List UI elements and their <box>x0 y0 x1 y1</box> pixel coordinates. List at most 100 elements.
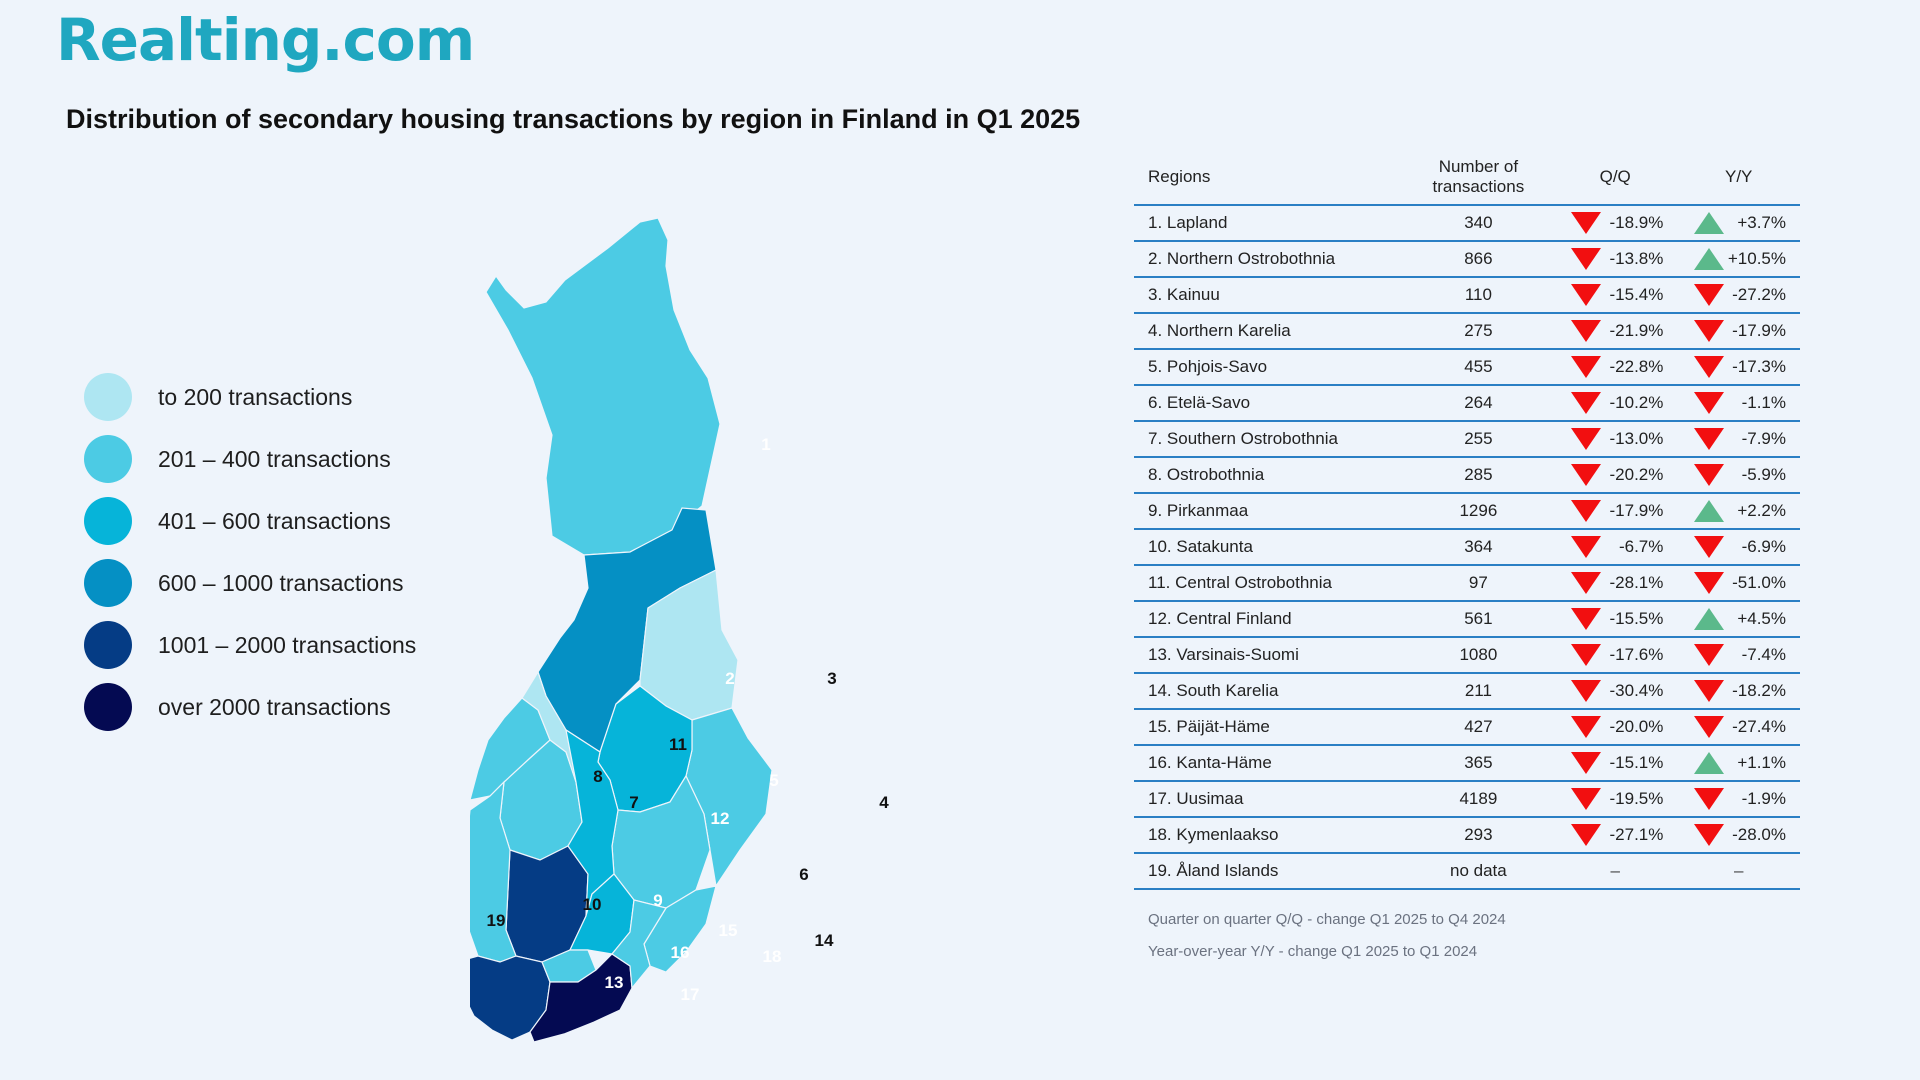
map-label-14: 14 <box>815 931 834 950</box>
qq-value: -17.6% <box>1609 645 1664 664</box>
yy-value: +4.5% <box>1737 609 1786 628</box>
table-row: 9. Pirkanmaa 1296 -17.9% +2.2% <box>1134 493 1800 530</box>
yy-cell: -1.1% <box>1677 385 1800 422</box>
yy-cell: -28.0% <box>1677 817 1800 854</box>
legend-label: 600 – 1000 transactions <box>158 569 404 596</box>
qq-cell: -17.6% <box>1552 637 1678 674</box>
map-region-18[interactable] <box>611 899 667 990</box>
map-region-10[interactable] <box>470 780 517 963</box>
region-name: 6. Etelä-Savo <box>1134 385 1404 422</box>
triangle-down-icon <box>1571 392 1602 414</box>
map-label-3: 3 <box>827 669 836 688</box>
region-name: 12. Central Finland <box>1134 601 1404 638</box>
yy-cell: -51.0% <box>1677 565 1800 602</box>
qq-change: -30.4% <box>1553 680 1677 702</box>
table-row: 15. Päijät-Häme 427 -20.0% -27.4% <box>1134 709 1800 746</box>
legend-swatch <box>84 373 132 421</box>
table-row: 4. Northern Karelia 275 -21.9% -17.9% <box>1134 313 1800 350</box>
triangle-down-icon <box>1694 356 1724 378</box>
transaction-count: 110 <box>1403 277 1553 314</box>
qq-cell: -15.4% <box>1552 277 1678 314</box>
triangle-up-icon <box>1694 752 1724 774</box>
qq-change: -20.0% <box>1553 716 1677 738</box>
table-row: 19. Åland Islands no data – – <box>1134 853 1800 890</box>
qq-value: -19.5% <box>1609 789 1664 808</box>
qq-change: -17.9% <box>1553 500 1677 522</box>
map-region-1[interactable] <box>485 217 721 556</box>
transaction-count: 365 <box>1403 745 1553 782</box>
region-name: 7. Southern Ostrobothnia <box>1134 421 1404 458</box>
header-transactions-line1: Number of <box>1438 157 1519 176</box>
map-region-2[interactable] <box>537 507 717 753</box>
yy-cell: -17.3% <box>1677 349 1800 386</box>
triangle-down-icon <box>1571 608 1602 630</box>
qq-cell: – <box>1552 853 1678 890</box>
qq-change: -15.5% <box>1553 608 1677 630</box>
yy-cell: +3.7% <box>1677 205 1800 242</box>
yy-change: -27.4% <box>1677 716 1800 738</box>
legend-swatch <box>84 621 132 669</box>
qq-cell: -20.2% <box>1552 457 1678 494</box>
transaction-count: 455 <box>1403 349 1553 386</box>
qq-value: -15.1% <box>1609 753 1664 772</box>
note-yy: Year-over-year Y/Y - change Q1 2025 to Q… <box>1148 943 1478 960</box>
transaction-count: 4189 <box>1403 781 1553 818</box>
qq-cell: -15.5% <box>1552 601 1678 638</box>
triangle-down-icon <box>1694 716 1724 738</box>
yy-value: +1.1% <box>1737 753 1786 772</box>
map-label-9: 9 <box>653 891 662 910</box>
yy-change: -7.9% <box>1677 428 1800 450</box>
triangle-down-icon <box>1694 392 1724 414</box>
transaction-count: no data <box>1403 853 1553 890</box>
transaction-count: 866 <box>1403 241 1553 278</box>
yy-value: +3.7% <box>1737 213 1786 232</box>
map-label-10: 10 <box>583 895 602 914</box>
yy-change: -18.2% <box>1677 680 1800 702</box>
triangle-down-icon <box>1694 824 1724 846</box>
table-row: 5. Pohjois-Savo 455 -22.8% -17.3% <box>1134 349 1800 386</box>
region-table: Regions Number of transactions Q/Q Y/Y 1… <box>1134 150 1800 890</box>
map-label-13: 13 <box>605 973 624 992</box>
qq-value: -20.2% <box>1609 465 1664 484</box>
region-name: 10. Satakunta <box>1134 529 1404 566</box>
region-name: 3. Kainuu <box>1134 277 1404 314</box>
map-label-6: 6 <box>799 865 808 884</box>
yy-cell: -6.9% <box>1677 529 1800 566</box>
qq-value: -13.8% <box>1609 249 1664 268</box>
yy-value: -7.9% <box>1741 429 1786 448</box>
triangle-down-icon <box>1694 680 1724 702</box>
transaction-count: 211 <box>1403 673 1553 710</box>
transaction-count: 427 <box>1403 709 1553 746</box>
yy-value: -17.9% <box>1732 321 1786 340</box>
yy-cell: +1.1% <box>1677 745 1800 782</box>
yy-value: -1.1% <box>1741 393 1786 412</box>
yy-change: -17.3% <box>1677 356 1800 378</box>
table-body: 1. Lapland 340 -18.9% +3.7% 2. Northern Ostr… <box>1134 205 1800 890</box>
table-row: 6. Etelä-Savo 264 -10.2% -1.1% <box>1134 385 1800 422</box>
region-name: 19. Åland Islands <box>1134 853 1404 890</box>
triangle-down-icon <box>1571 284 1602 306</box>
table-row: 18. Kymenlaakso 293 -27.1% -28.0% <box>1134 817 1800 854</box>
map-region-17[interactable] <box>529 953 633 1043</box>
brand-logo[interactable]: Realting.com <box>56 6 475 74</box>
transaction-count: 97 <box>1403 565 1553 602</box>
qq-change: -20.2% <box>1553 464 1677 486</box>
table-row: 8. Ostrobothnia 285 -20.2% -5.9% <box>1134 457 1800 494</box>
triangle-down-icon <box>1694 644 1724 666</box>
map-label-11: 11 <box>669 735 687 754</box>
yy-cell: -1.9% <box>1677 781 1800 818</box>
yy-cell: -7.9% <box>1677 421 1800 458</box>
transaction-count: 255 <box>1403 421 1553 458</box>
triangle-down-icon <box>1694 320 1724 342</box>
yy-value: -7.4% <box>1741 645 1786 664</box>
yy-cell: +10.5% <box>1677 241 1800 278</box>
map-label-17: 17 <box>681 985 700 1004</box>
qq-cell: -20.0% <box>1552 709 1678 746</box>
table-notes: Quarter on quarter Q/Q - change Q1 2025 … <box>1134 904 1800 968</box>
table-row: 10. Satakunta 364 -6.7% -6.9% <box>1134 529 1800 566</box>
legend-swatch <box>84 683 132 731</box>
map-label-5: 5 <box>769 771 778 790</box>
yy-cell: – <box>1677 853 1800 890</box>
yy-change: -1.1% <box>1677 392 1800 414</box>
triangle-down-icon <box>1571 212 1602 234</box>
